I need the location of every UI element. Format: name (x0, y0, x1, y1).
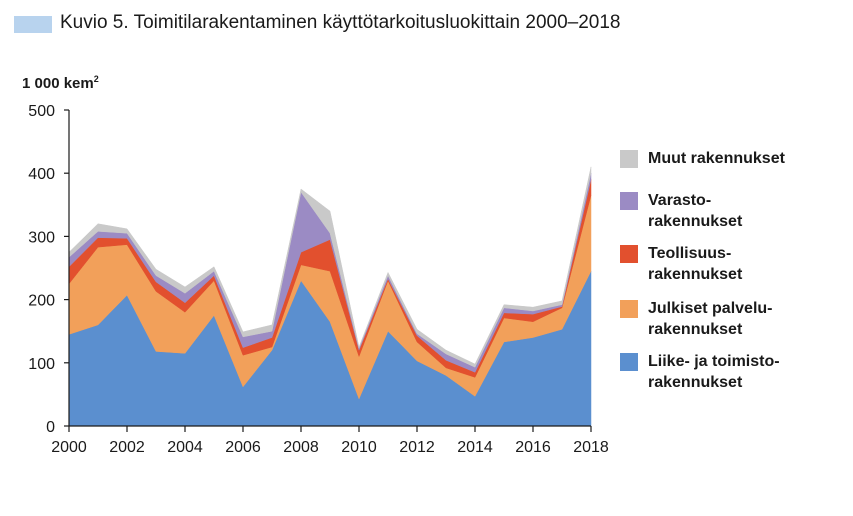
legend-swatch (620, 300, 638, 318)
legend-swatch (620, 150, 638, 168)
x-tick-label: 2014 (457, 439, 493, 456)
legend-label: Teollisuus-rakennukset (648, 243, 742, 285)
chart-title: Kuvio 5. Toimitilarakentaminen käyttötar… (60, 12, 621, 33)
x-tick-label: 2016 (515, 439, 551, 456)
x-tick-label: 2006 (225, 439, 261, 456)
x-tick-label: 2018 (573, 439, 609, 456)
unit-superscript: 2 (93, 74, 99, 84)
x-tick-labels: 2000 2002 2004 2006 2008 2010 2012 2014 2016 2018 (51, 426, 609, 456)
legend-label: Liike- ja toimisto-rakennukset (648, 351, 780, 393)
axes (68, 110, 591, 427)
y-tick-labels: 0 100 200 300 400 500 (28, 103, 69, 436)
legend-label: Muut rakennukset (648, 148, 785, 169)
area-layers (68, 166, 592, 427)
x-tick-label: 2008 (283, 439, 319, 456)
legend-label: Varasto-rakennukset (648, 190, 742, 232)
x-tick-label: 2012 (399, 439, 435, 456)
title-swatch (14, 16, 52, 33)
legend-swatch (620, 353, 638, 371)
legend-swatch (620, 192, 638, 210)
legend-label-line: rakennukset (648, 321, 743, 338)
y-axis-unit-label: 1 000 kem2 (22, 74, 99, 92)
unit-text: 1 000 kem (22, 75, 94, 92)
legend-label-line: Muut rakennukset (648, 150, 785, 167)
x-tick-label: 2002 (109, 439, 145, 456)
area-series-5 (68, 166, 592, 368)
legend-item: Liike- ja toimisto-rakennukset (620, 351, 780, 393)
legend-label-line: Liike- ja toimisto- (648, 353, 780, 370)
y-tick-label: 0 (46, 419, 55, 436)
x-tick-label: 2004 (167, 439, 203, 456)
legend-item: Teollisuus-rakennukset (620, 243, 742, 285)
legend-label-line: rakennukset (648, 266, 743, 283)
x-tick-label: 2010 (341, 439, 377, 456)
x-tick-label: 2000 (51, 439, 87, 456)
legend-label-line: rakennukset (648, 374, 743, 391)
y-tick-label: 300 (28, 229, 55, 246)
y-tick-label: 100 (28, 356, 55, 373)
legend-label-line: Teollisuus- (648, 245, 732, 262)
legend-label-line: Julkiset palvelu- (648, 300, 773, 317)
y-tick-label: 400 (28, 166, 55, 183)
legend-item: Muut rakennukset (620, 148, 785, 169)
legend-item: Julkiset palvelu-rakennukset (620, 298, 773, 340)
legend-swatch (620, 245, 638, 263)
legend-item: Varasto-rakennukset (620, 190, 742, 232)
legend-label: Julkiset palvelu-rakennukset (648, 298, 773, 340)
legend-label-line: Varasto- (648, 192, 712, 209)
legend-label-line: rakennukset (648, 213, 743, 230)
y-tick-label: 200 (28, 293, 55, 310)
y-tick-label: 500 (28, 103, 55, 120)
